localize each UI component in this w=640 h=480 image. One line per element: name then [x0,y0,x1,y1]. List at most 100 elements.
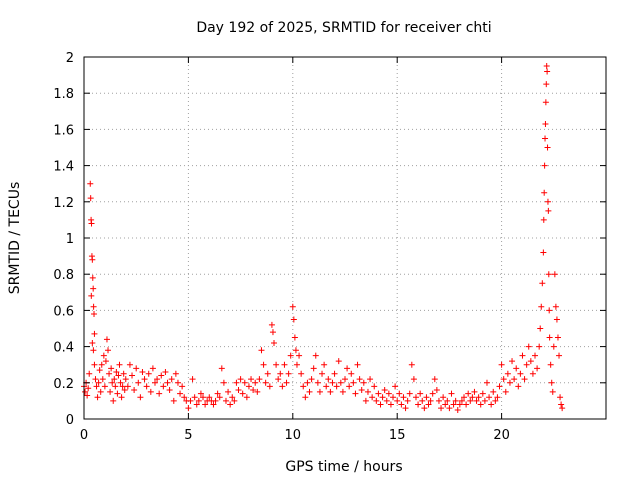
data-point [202,401,209,408]
y-tick-label: 1.6 [53,123,74,138]
data-point [290,316,297,323]
data-point [170,397,177,404]
data-point [254,388,261,395]
data-point [141,376,148,383]
data-point [271,339,278,346]
data-point [133,365,140,372]
data-point [362,397,369,404]
data-point [412,394,419,401]
data-point [346,383,353,390]
y-tick-label: 0.8 [53,268,74,283]
data-point [243,394,250,401]
data-point [540,249,547,256]
data-point [467,397,474,404]
data-point [406,390,413,397]
data-point [556,352,563,359]
data-point [536,343,543,350]
data-point [306,388,313,395]
data-point [383,397,390,404]
data-point [552,303,559,310]
data-point [335,358,342,365]
data-point [100,352,107,359]
data-point [143,383,150,390]
data-point [375,390,382,397]
axis-ticks [83,56,606,420]
data-point [220,379,227,386]
data-point [479,390,486,397]
data-point [446,405,453,412]
data-point [325,376,332,383]
data-point [139,368,146,375]
data-point [292,347,299,354]
data-point [534,365,541,372]
data-point [417,390,424,397]
data-point [448,390,455,397]
data-point [147,388,154,395]
data-point [189,376,196,383]
data-point [287,352,294,359]
data-point [289,303,296,310]
data-point [429,390,436,397]
data-point [90,347,97,354]
data-point [494,394,501,401]
data-point [410,376,417,383]
data-point [121,387,128,394]
y-tick-label: 1.4 [53,160,74,175]
data-point [513,365,520,372]
y-tick-label: 0.2 [53,377,74,392]
data-point [431,376,438,383]
data-point [543,81,550,88]
data-point [465,390,472,397]
data-point [438,405,445,412]
data-point [158,372,165,379]
data-point [488,401,495,408]
data-point [114,390,121,397]
data-point [539,280,546,287]
y-tick-label: 0.6 [53,304,74,319]
data-point [96,367,103,374]
data-point [433,387,440,394]
data-point [145,370,152,377]
data-point [310,365,317,372]
data-point [89,256,96,263]
data-point [356,376,363,383]
data-point [241,379,248,386]
data-point [248,376,255,383]
data-point [233,379,240,386]
data-point [404,397,411,404]
data-point [264,370,271,377]
data-point [166,387,173,394]
data-point [126,361,133,368]
data-point [210,401,217,408]
data-point [109,379,116,386]
data-point [285,370,292,377]
data-point [90,285,97,292]
data-point [444,397,451,404]
data-point [115,372,122,379]
data-point [97,388,104,395]
data-point [298,370,305,377]
data-point [102,358,109,365]
data-point [124,383,131,390]
data-point [231,397,238,404]
data-point [291,334,298,341]
data-point [216,394,223,401]
data-point [392,383,399,390]
data-point [396,390,403,397]
data-point [245,383,252,390]
x-axis-title: GPS time / hours [285,459,402,475]
data-point [360,379,367,386]
data-point [502,388,509,395]
data-point [296,352,303,359]
data-point [379,394,386,401]
data-point [258,347,265,354]
data-point [87,195,94,202]
data-point [314,379,321,386]
data-point [112,383,119,390]
data-point [498,361,505,368]
data-point [160,383,167,390]
data-point [94,394,101,401]
data-point [425,401,432,408]
data-point [517,370,524,377]
